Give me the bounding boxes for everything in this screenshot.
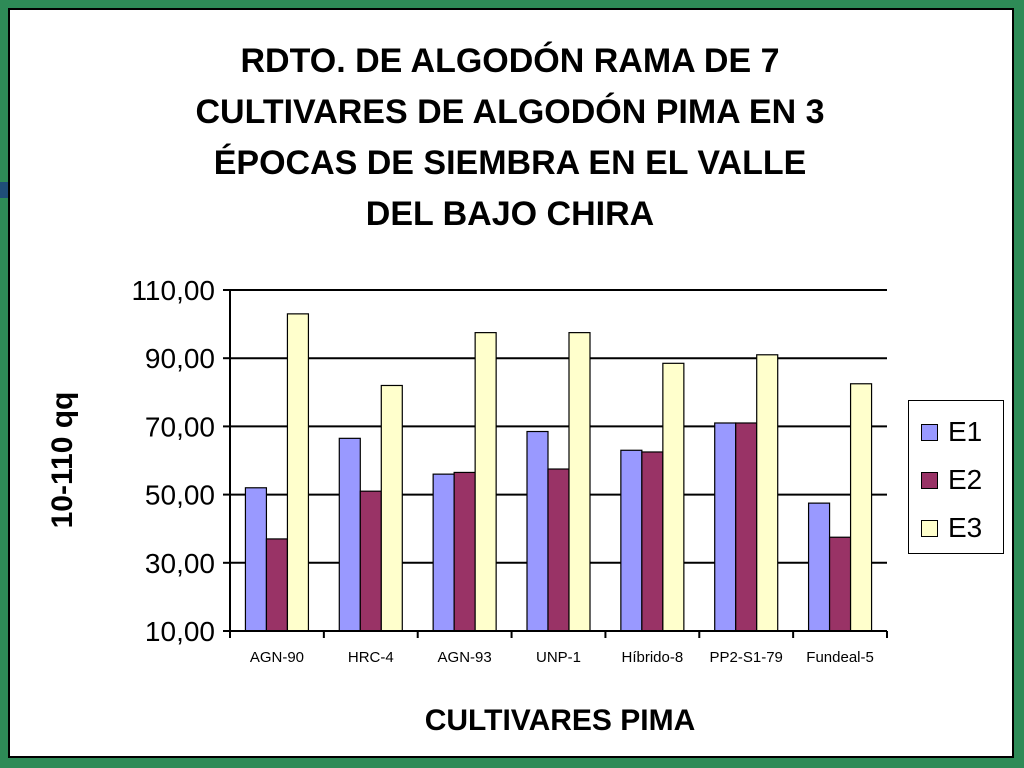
chart-title-line: CULTIVARES DE ALGODÓN PIMA EN 3: [195, 93, 825, 131]
y-axis-title: 10-110 qq: [46, 392, 79, 529]
bar-e1: [807, 502, 831, 632]
legend-item: E2: [921, 464, 983, 495]
chart-title-line: ÉPOCAS DE SIEMBRA EN EL VALLE: [213, 144, 807, 182]
x-tick-label: AGN-93: [438, 649, 492, 666]
bar-e2: [828, 536, 852, 632]
bar-e2: [265, 538, 289, 632]
bar-e3: [286, 313, 310, 632]
bar-e3: [474, 332, 497, 632]
chart-legend: E1 E2 E3: [908, 400, 1004, 554]
legend-swatch-e3: [921, 519, 938, 537]
bar-e3: [849, 383, 873, 632]
legend-label: E1: [948, 416, 983, 447]
legend-label: E3: [948, 512, 983, 543]
bar-e2: [641, 451, 664, 632]
slide-accent-bar: [0, 182, 8, 198]
axes: 10,00 30,00 50,00 70,00 90,00 110,00 AGN-90 HRC…: [131, 275, 888, 666]
legend-item: E3: [921, 512, 983, 543]
bar-e3: [568, 332, 591, 632]
y-tick-label: 50,00: [145, 480, 215, 511]
bar-e3: [756, 354, 779, 632]
x-tick-label: HRC-4: [348, 649, 394, 666]
bar-e1: [620, 449, 643, 632]
y-tick-label: 70,00: [145, 411, 215, 442]
x-tick-label: PP2-S1-79: [710, 649, 783, 666]
bar-e2: [359, 490, 382, 632]
x-tick-label: AGN-90: [250, 649, 304, 666]
legend-swatch-e1: [921, 423, 938, 441]
legend-swatch-e2: [921, 471, 938, 489]
bar-e2: [547, 468, 570, 632]
bar-e1: [714, 422, 737, 632]
bars: [244, 313, 873, 632]
bar-e2: [735, 422, 758, 632]
bar-e3: [662, 362, 685, 632]
bar-e1: [338, 437, 361, 632]
y-tick-label: 10,00: [145, 616, 215, 647]
bar-e2: [453, 471, 476, 632]
y-tick-label: 90,00: [145, 343, 215, 374]
chart-title-line: DEL BAJO CHIRA: [365, 195, 655, 233]
x-tick-label: Híbrido-8: [622, 649, 684, 666]
x-tick-label: UNP-1: [536, 649, 581, 666]
chart-title: RDTO. DE ALGODÓN RAMA DE 7 CULTIVARES DE…: [100, 36, 920, 240]
legend-item: E1: [921, 416, 983, 447]
y-tick-label: 110,00: [131, 275, 215, 306]
chart-title-line: RDTO. DE ALGODÓN RAMA DE 7: [240, 42, 780, 80]
bar-e1: [432, 473, 455, 632]
bar-e3: [380, 384, 403, 632]
bar-e1: [244, 487, 268, 632]
x-axis-title: CULTIVARES PIMA: [425, 704, 696, 737]
x-tick-label: Fundeal-5: [806, 649, 874, 666]
legend-label: E2: [948, 464, 983, 495]
bar-e1: [526, 430, 549, 632]
y-tick-label: 30,00: [145, 548, 215, 579]
